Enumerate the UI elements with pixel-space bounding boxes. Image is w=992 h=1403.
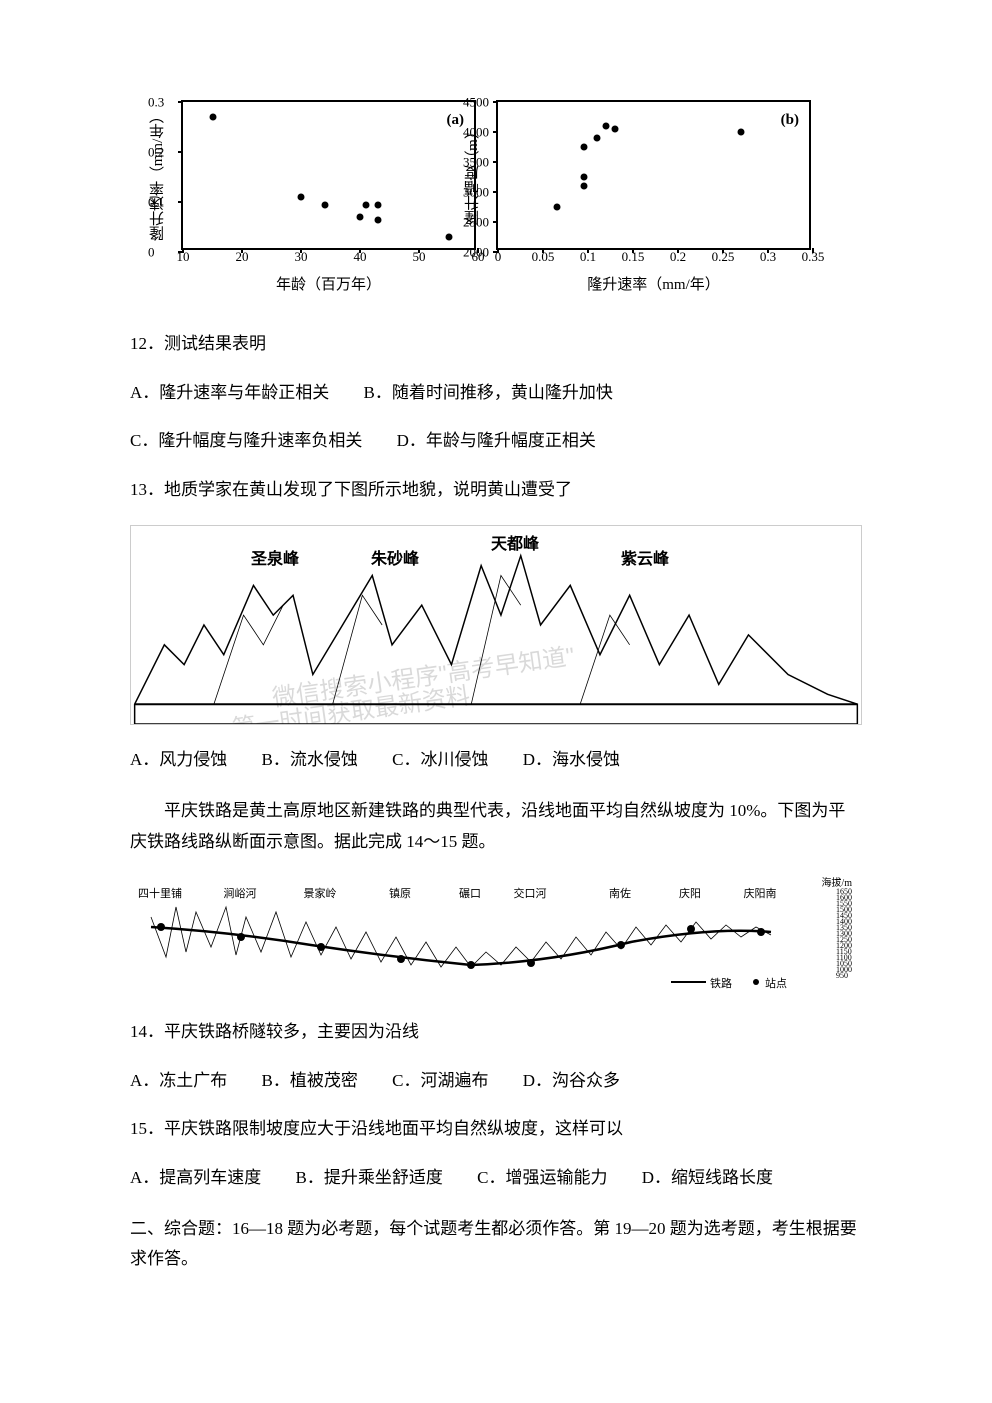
q12-option-c: C．隆升幅度与隆升速率负相关 (130, 426, 362, 457)
station-5: 交口河 (514, 885, 547, 905)
chart-a-container: (a) 隆升速率（mm/年） 00.10.20.3102030405060 年龄… (181, 100, 476, 299)
q15-option-c: C．增强运输能力 (477, 1163, 607, 1194)
q15-text: 15．平庆铁路限制坡度应大于沿线地面平均自然纵坡度，这样可以 (130, 1114, 862, 1145)
q13-option-b: B．流水侵蚀 (262, 745, 358, 776)
q14-text: 14．平庆铁路桥隧较多，主要因为沿线 (130, 1017, 862, 1048)
q12-text: 12．测试结果表明 (130, 329, 862, 360)
q14-option-c: C．河湖遍布 (392, 1066, 488, 1097)
q13-text: 13．地质学家在黄山发现了下图所示地貌，说明黄山遭受了 (130, 475, 862, 506)
peak-2: 朱砂峰 (371, 546, 419, 575)
chart-b: (b) 隆升幅度（m） 20002500300035004000450000.0… (496, 100, 811, 250)
q14-option-d: D．沟谷众多 (523, 1066, 620, 1097)
data-point (362, 201, 369, 208)
q13-options: A．风力侵蚀 B．流水侵蚀 C．冰川侵蚀 D．海水侵蚀 (130, 745, 862, 776)
chart-a-x-label: 年龄（百万年） (276, 272, 381, 299)
data-point (612, 126, 619, 133)
legend-point-label: 站点 (765, 975, 787, 995)
data-point (374, 216, 381, 223)
station-7: 庆阳 (679, 885, 701, 905)
data-point (603, 123, 610, 130)
tick-y: 0.2 (148, 140, 164, 163)
q14-option-a: A．冻土广布 (130, 1066, 227, 1097)
peak-4: 紫云峰 (621, 546, 669, 575)
peak-1: 圣泉峰 (251, 546, 299, 575)
legend-line-label: 铁路 (710, 975, 732, 995)
elevation-scale: 1650160015501500145014001350130012501200… (836, 889, 852, 979)
q15-option-d: D．缩短线路长度 (642, 1163, 773, 1194)
tick-y: 3000 (463, 180, 489, 203)
data-point (738, 129, 745, 136)
charts-row: (a) 隆升速率（mm/年） 00.10.20.3102030405060 年龄… (130, 100, 862, 299)
mountain-figure: 圣泉峰 朱砂峰 天都峰 紫云峰 微信搜索小程序"高考早知道" 第一时间获取最新资… (130, 525, 862, 725)
station-1: 涧峪河 (224, 885, 257, 905)
q14-option-b: B．植被茂密 (262, 1066, 358, 1097)
elevation-value: 950 (836, 973, 852, 979)
station-0: 四十里铺 (138, 885, 182, 905)
chart-b-label: (b) (781, 107, 799, 134)
data-point (298, 194, 305, 201)
q12-options-row1: A．隆升速率与年龄正相关 B．随着时间推移，黄山隆升加快 (130, 378, 862, 409)
q13-option-d: D．海水侵蚀 (523, 745, 620, 776)
tick-y: 0.3 (148, 90, 164, 113)
tick-y: 4500 (463, 90, 489, 113)
q12-option-a: A．隆升速率与年龄正相关 (130, 378, 329, 409)
data-point (553, 204, 560, 211)
q12-option-b: B．随着时间推移，黄山隆升加快 (364, 378, 613, 409)
station-4: 碾口 (459, 885, 481, 905)
q13-option-c: C．冰川侵蚀 (392, 745, 488, 776)
data-point (374, 201, 381, 208)
tick-y: 3500 (463, 150, 489, 173)
data-point (357, 214, 364, 221)
profile-figure: 四十里铺 涧峪河 景家岭 镇原 碾口 交口河 南佐 庆阳 庆阳南 海拔/m 16… (130, 877, 862, 997)
tick-y: 0.1 (148, 190, 164, 213)
tick-y: 0 (148, 240, 155, 263)
q15-options: A．提高列车速度 B．提升乘坐舒适度 C．增强运输能力 D．缩短线路长度 (130, 1163, 862, 1194)
q12-options-row2: C．隆升幅度与隆升速率负相关 D．年龄与隆升幅度正相关 (130, 426, 862, 457)
section-2-title: 二、综合题：16—18 题为必考题，每个试题考生都必须作答。第 19—20 题为… (130, 1214, 862, 1275)
q13-option-a: A．风力侵蚀 (130, 745, 227, 776)
passage-text: 平庆铁路是黄土高原地区新建铁路的典型代表，沿线地面平均自然纵坡度为 10%。下图… (130, 796, 862, 857)
tick-y: 2500 (463, 210, 489, 233)
chart-a-y-label: 隆升速率（mm/年） (145, 109, 172, 242)
chart-b-x-label: 隆升速率（mm/年） (587, 272, 720, 299)
data-point (209, 114, 216, 121)
data-point (580, 144, 587, 151)
station-3: 镇原 (389, 885, 411, 905)
data-point (580, 174, 587, 181)
q14-options: A．冻土广布 B．植被茂密 C．河湖遍布 D．沟谷众多 (130, 1066, 862, 1097)
chart-a: (a) 隆升速率（mm/年） 00.10.20.3102030405060 (181, 100, 476, 250)
data-point (321, 201, 328, 208)
q15-option-a: A．提高列车速度 (130, 1163, 261, 1194)
station-2: 景家岭 (304, 885, 337, 905)
chart-b-container: (b) 隆升幅度（m） 20002500300035004000450000.0… (496, 100, 811, 299)
peak-3: 天都峰 (491, 531, 539, 560)
station-6: 南佐 (609, 885, 631, 905)
data-point (445, 234, 452, 241)
q12-option-d: D．年龄与隆升幅度正相关 (397, 426, 596, 457)
tick-y: 4000 (463, 120, 489, 143)
data-point (594, 135, 601, 142)
q15-option-b: B．提升乘坐舒适度 (296, 1163, 443, 1194)
data-point (580, 183, 587, 190)
tick-y: 2000 (463, 240, 489, 263)
station-8: 庆阳南 (744, 885, 777, 905)
